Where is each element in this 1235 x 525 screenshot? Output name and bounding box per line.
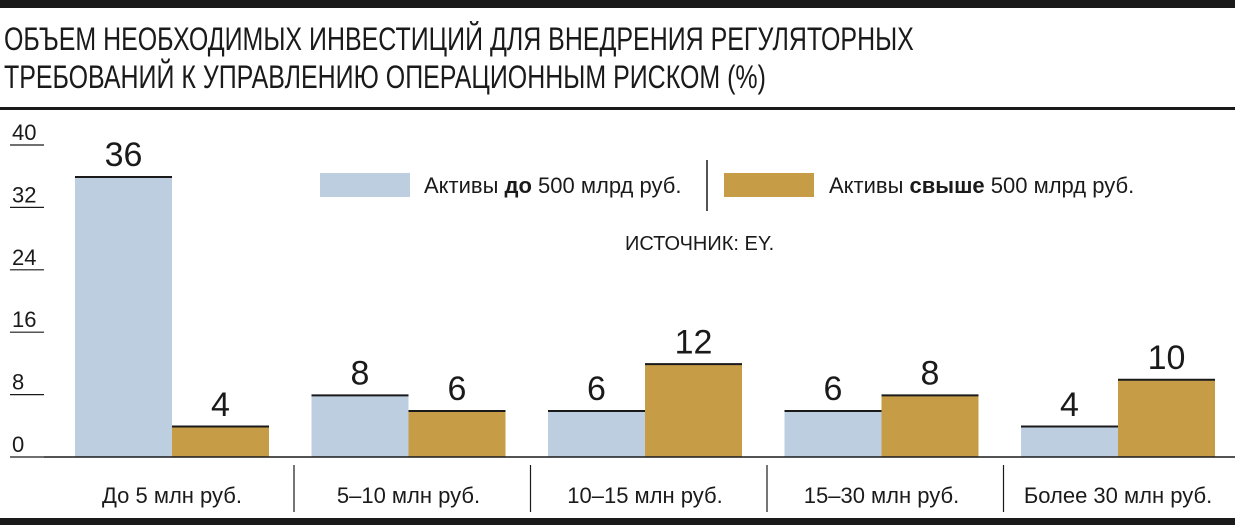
data-label: 12 bbox=[675, 323, 713, 361]
bar-series1-1 bbox=[75, 176, 172, 457]
data-label: 6 bbox=[824, 370, 843, 408]
y-tick-label: 0 bbox=[12, 432, 24, 457]
data-label: 6 bbox=[448, 370, 467, 408]
data-label: 6 bbox=[587, 370, 606, 408]
data-label: 4 bbox=[211, 386, 230, 424]
x-tick-label: 5–10 млн руб. bbox=[337, 483, 480, 508]
data-label: 8 bbox=[921, 355, 940, 393]
legend-label-assets-over-500: Активы свыше 500 млрд руб. bbox=[829, 173, 1134, 198]
y-axis: 0 8 16 24 32 40 bbox=[10, 120, 44, 458]
y-tick-label: 32 bbox=[12, 182, 36, 207]
chart-title-line-2: ТРЕБОВАНИЙ К УПРАВЛЕНИЮ ОПЕРАЦИОННЫМ РИС… bbox=[4, 59, 766, 95]
top-rule bbox=[0, 0, 1235, 8]
bar-series1-2 bbox=[311, 394, 409, 457]
data-label: 36 bbox=[105, 136, 143, 174]
bar-series2-5 bbox=[1118, 379, 1215, 457]
chart-title-line-1: ОБЪЕМ НЕОБХОДИМЫХ ИНВЕСТИЦИЙ ДЛЯ ВНЕДРЕН… bbox=[4, 21, 914, 57]
bar-series2-1 bbox=[172, 425, 269, 457]
title-rule bbox=[0, 107, 1235, 110]
legend-label-assets-up-to-500: Активы до 500 млрд руб. bbox=[424, 173, 681, 198]
bar-series1-3 bbox=[548, 410, 645, 457]
x-tick-label: 10–15 млн руб. bbox=[567, 483, 722, 508]
bottom-rule bbox=[0, 518, 1235, 525]
x-tick-label: До 5 млн руб. bbox=[102, 483, 242, 508]
legend-swatch-assets-over-500 bbox=[724, 173, 814, 197]
chart-title: ОБЪЕМ НЕОБХОДИМЫХ ИНВЕСТИЦИЙ ДЛЯ ВНЕДРЕН… bbox=[4, 20, 959, 96]
bar-series1-5 bbox=[1021, 425, 1118, 457]
y-tick-label: 16 bbox=[12, 307, 36, 332]
data-label: 4 bbox=[1060, 386, 1079, 424]
x-tick-label: Более 30 млн руб. bbox=[1024, 483, 1212, 508]
data-label: 8 bbox=[351, 355, 370, 393]
y-tick-label: 8 bbox=[12, 370, 24, 395]
bars: 36 4 8 6 6 12 6 8 4 10 bbox=[75, 136, 1215, 457]
bar-series1-4 bbox=[784, 410, 882, 457]
source-note: ИСТОЧНИК: EY. bbox=[625, 233, 774, 255]
legend: Активы до 500 млрд руб. Активы свыше 500… bbox=[320, 160, 1134, 211]
bar-series2-3 bbox=[645, 363, 742, 457]
data-label: 10 bbox=[1148, 339, 1186, 377]
bar-chart: 0 8 16 24 32 40 36 4 8 6 6 12 6 8 4 10 До 5 млн руб. 5–… bbox=[10, 120, 1235, 512]
legend-swatch-assets-up-to-500 bbox=[320, 173, 410, 197]
bar-series2-4 bbox=[881, 394, 979, 457]
y-tick-label: 24 bbox=[12, 245, 36, 270]
y-tick-label: 40 bbox=[12, 120, 36, 145]
bar-series2-2 bbox=[408, 410, 506, 457]
x-tick-label: 15–30 млн руб. bbox=[804, 483, 959, 508]
x-axis: До 5 млн руб. 5–10 млн руб. 10–15 млн руб.… bbox=[102, 465, 1212, 512]
